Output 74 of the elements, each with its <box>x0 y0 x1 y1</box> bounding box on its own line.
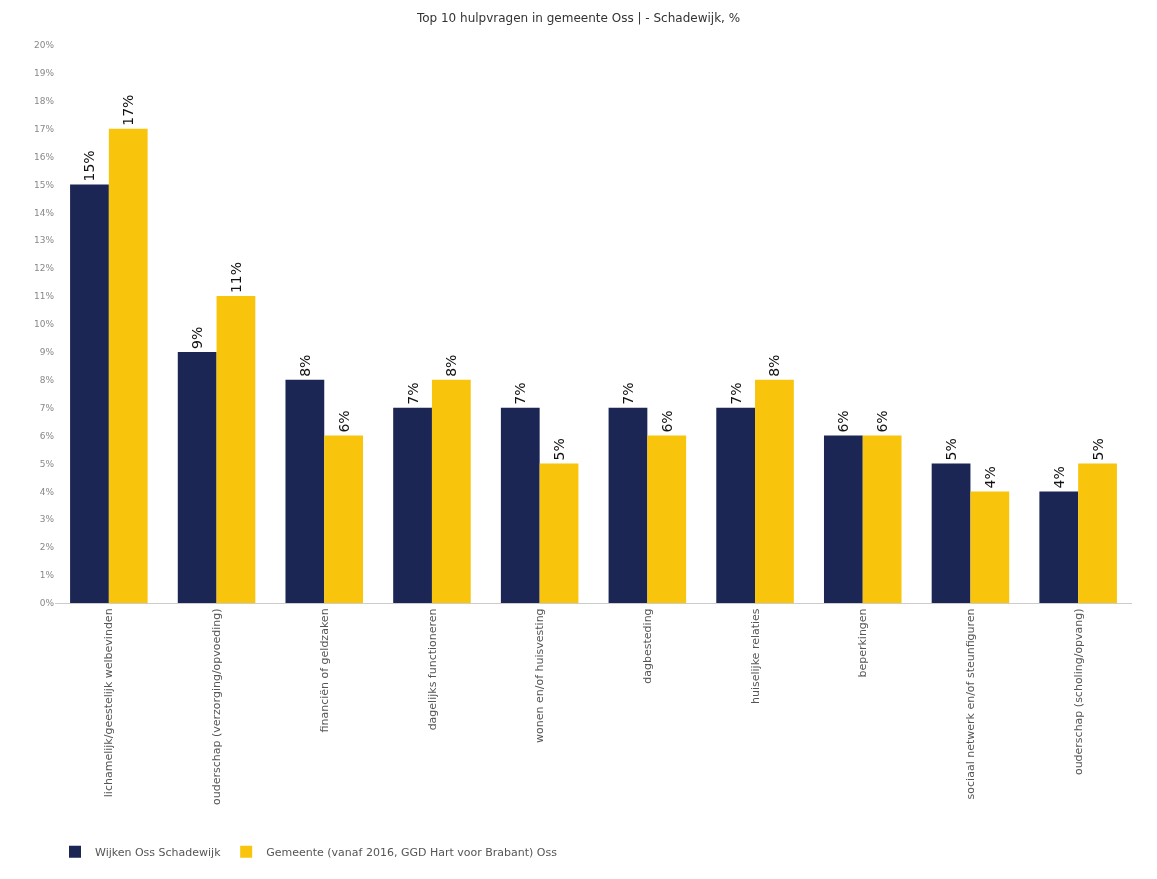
x-tick-label: dagbesteding <box>640 608 654 684</box>
x-tick-label: lichamelijk/geestelijk welbevinden <box>102 608 116 798</box>
data-label: 9% <box>189 326 206 349</box>
data-label: 6% <box>874 410 891 433</box>
bar <box>324 435 364 603</box>
bar <box>539 463 579 603</box>
y-tick-label: 18% <box>33 95 55 106</box>
data-label: 5% <box>1089 438 1106 461</box>
bar <box>755 379 794 603</box>
y-tick-label: 16% <box>33 151 55 162</box>
y-tick-label: 19% <box>33 68 55 79</box>
y-tick-label: 5% <box>39 458 55 469</box>
data-label: 6% <box>835 410 852 433</box>
bar <box>647 435 687 603</box>
data-label: 17% <box>120 94 137 126</box>
bar <box>108 128 148 603</box>
data-label: 11% <box>227 261 244 294</box>
bar <box>70 184 109 603</box>
bar <box>1078 463 1117 603</box>
data-label: 4% <box>981 466 998 489</box>
y-tick-label: 20% <box>33 40 55 51</box>
y-tick-label: 8% <box>39 374 55 385</box>
data-label: 6% <box>658 410 675 433</box>
data-label: 5% <box>943 438 960 461</box>
y-tick-label: 2% <box>39 542 55 553</box>
bar <box>177 351 217 603</box>
x-tick-label: huiselijke relaties <box>748 608 762 705</box>
bar <box>393 407 432 603</box>
bar <box>500 407 540 603</box>
x-tick-label: dagelijks functioneren <box>425 608 439 731</box>
bar <box>431 379 471 603</box>
chart-title: Top 10 hulpvragen in gemeente Oss | - Schadewijk, % <box>415 10 741 25</box>
y-tick-label: 6% <box>39 430 55 441</box>
y-tick-label: 17% <box>33 123 55 134</box>
data-label: 7% <box>404 382 421 405</box>
y-tick-label: 12% <box>33 263 55 274</box>
y-tick-label: 9% <box>39 347 55 358</box>
bar <box>216 296 256 603</box>
x-tick-label: ouderschap (scholing/opvang) <box>1071 608 1085 776</box>
bar <box>823 435 863 603</box>
x-tick-label: ouderschap (verzorging/opvoeding) <box>210 608 224 805</box>
data-label: 8% <box>443 354 460 377</box>
y-tick-label: 4% <box>39 486 55 497</box>
bar <box>608 407 648 603</box>
y-tick-label: 7% <box>39 402 55 413</box>
x-tick-label: wonen en/of huisvesting <box>533 608 547 743</box>
x-tick-label: sociaal netwerk en/of steunfiguren <box>964 608 978 800</box>
legend-label: Gemeente (vanaf 2016, GGD Hart voor Brabant) Oss <box>266 846 558 860</box>
legend-label: Wijken Oss Schadewijk <box>95 846 222 860</box>
data-label: 7% <box>727 382 744 405</box>
data-label: 5% <box>551 438 568 461</box>
y-tick-label: 1% <box>39 570 55 581</box>
data-label: 8% <box>296 354 313 377</box>
bar <box>1039 491 1079 603</box>
bar <box>970 491 1010 603</box>
x-tick-label: beperkingen <box>856 608 870 678</box>
data-label: 8% <box>766 354 783 377</box>
data-label: 15% <box>81 150 98 182</box>
y-tick-label: 3% <box>39 514 55 525</box>
bar <box>285 379 325 603</box>
bar <box>716 407 756 603</box>
y-tick-label: 15% <box>33 179 55 190</box>
y-tick-label: 13% <box>33 235 55 246</box>
y-tick-label: 14% <box>33 207 55 218</box>
y-tick-label: 10% <box>33 319 55 330</box>
y-tick-label: 0% <box>39 598 55 609</box>
data-label: 6% <box>335 410 352 433</box>
bar <box>931 463 971 603</box>
data-label: 7% <box>619 382 636 405</box>
data-label: 4% <box>1050 466 1067 489</box>
x-tick-label: financiën of geldzaken <box>317 608 331 733</box>
y-tick-label: 11% <box>33 291 55 302</box>
data-label: 7% <box>512 382 529 405</box>
bar <box>862 435 902 603</box>
